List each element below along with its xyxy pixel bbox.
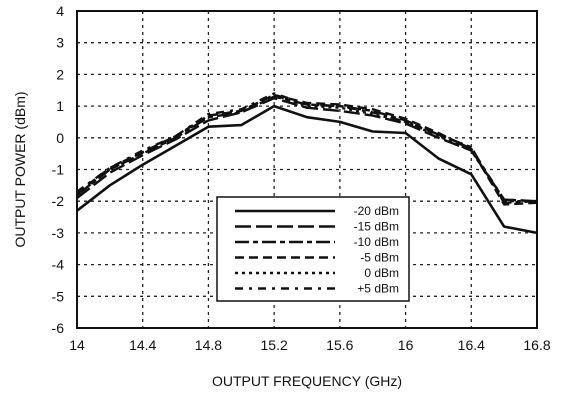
legend-box — [216, 196, 410, 302]
y-tick-label: -2 — [52, 193, 65, 209]
x-tick-label: 14.8 — [195, 337, 222, 353]
x-tick-label: 16.8 — [523, 337, 550, 353]
x-tick-label: 14 — [69, 337, 85, 353]
x-tick-label: 14.4 — [129, 337, 156, 353]
series-line — [76, 93, 538, 206]
legend-label: -20 dBm — [354, 204, 399, 218]
series-line — [76, 104, 538, 235]
x-tick-label: 16 — [398, 337, 414, 353]
series-line — [76, 96, 538, 203]
y-tick-label: 0 — [56, 130, 64, 146]
y-tick-label: -4 — [52, 257, 65, 273]
y-tick-label: 3 — [56, 35, 64, 51]
plot-frame — [76, 10, 538, 329]
y-tick-label: 4 — [56, 3, 64, 19]
legend-label: +5 dBm — [357, 282, 399, 296]
legend-label: 0 dBm — [364, 266, 399, 280]
y-axis-ticks: -6 -5 -4 -3 -2 -1 0 1 2 3 4 — [52, 3, 65, 336]
series-lines — [76, 92, 538, 235]
legend-label: -15 dBm — [354, 220, 399, 234]
y-tick-label: -5 — [52, 288, 65, 304]
y-axis-title: OUTPUT POWER (dBm) — [12, 91, 28, 247]
y-tick-label: -3 — [52, 225, 65, 241]
x-axis-title: OUTPUT FREQUENCY (GHz) — [212, 373, 402, 389]
series-line — [76, 92, 538, 203]
y-tick-label: 1 — [56, 98, 64, 114]
y-tick-label: -1 — [52, 162, 65, 178]
legend-label: -10 dBm — [354, 235, 399, 249]
x-axis-ticks: 14 14.4 14.8 15.2 15.6 16 16.4 16.8 — [69, 337, 551, 353]
x-tick-label: 15.6 — [326, 337, 353, 353]
x-tick-label: 15.2 — [261, 337, 288, 353]
x-tick-label: 16.4 — [458, 337, 485, 353]
legend-label: -5 dBm — [360, 251, 399, 265]
y-tick-label: 2 — [56, 66, 64, 82]
y-tick-label: -6 — [52, 320, 65, 336]
